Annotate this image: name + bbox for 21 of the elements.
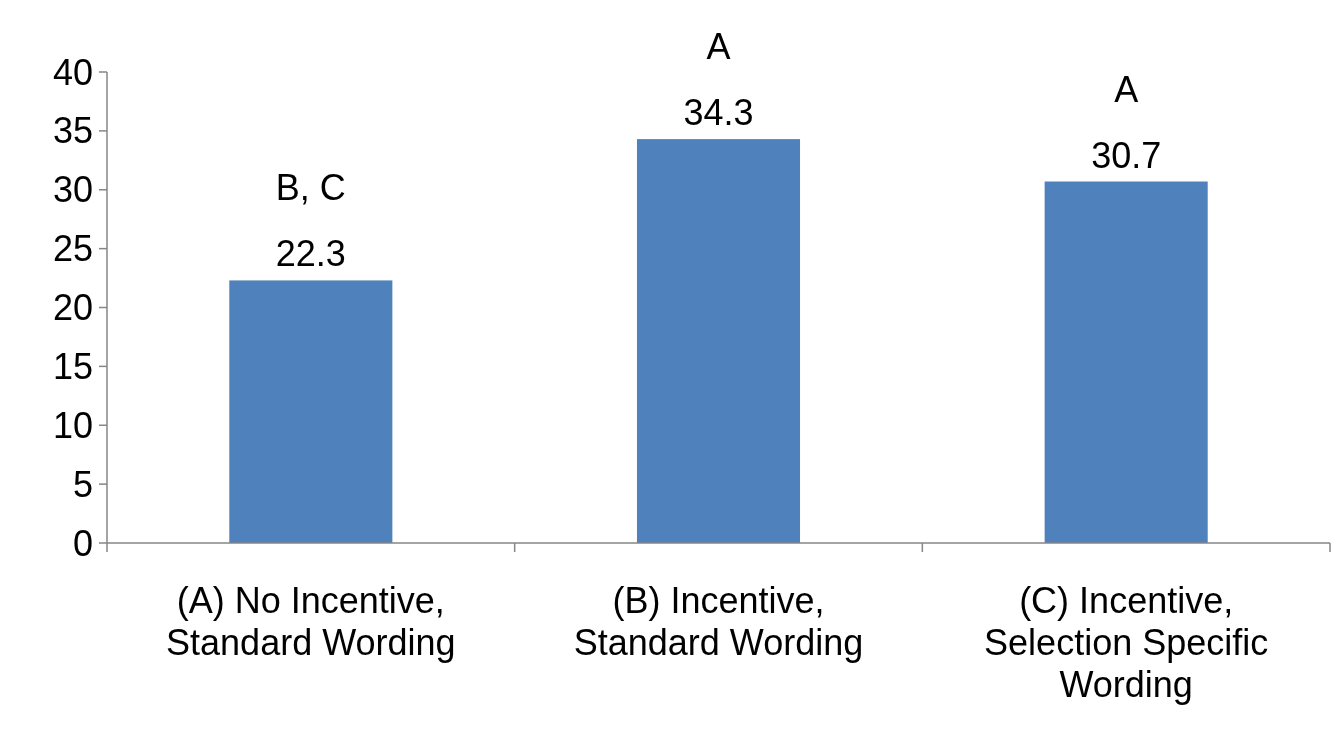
y-tick-label: 25: [52, 228, 93, 270]
x-tick-label: (A) No Incentive, Standard Wording: [166, 580, 456, 663]
y-tick-label: 15: [52, 345, 93, 387]
annotation: A: [1114, 68, 1139, 110]
y-tick-label: 0: [72, 522, 93, 564]
annotation: A: [706, 26, 731, 68]
y-tick-label: 40: [52, 51, 93, 93]
data-label: 22.3: [275, 233, 346, 275]
y-tick-label: 10: [52, 404, 93, 446]
bar: [636, 139, 801, 543]
y-tick-label: 35: [52, 110, 93, 152]
data-label: 30.7: [1091, 134, 1162, 176]
x-tick-label: (B) Incentive, Standard Wording: [573, 580, 864, 663]
x-tick-label: (C) Incentive, Selection Specific Wording: [984, 580, 1269, 705]
data-label: 34.3: [683, 92, 754, 134]
y-tick-label: 5: [72, 463, 93, 505]
y-tick-label: 20: [52, 287, 93, 329]
bar: [229, 280, 393, 543]
y-tick-label: 30: [52, 169, 93, 211]
bar: [1044, 181, 1208, 543]
annotation: B, C: [275, 167, 346, 209]
